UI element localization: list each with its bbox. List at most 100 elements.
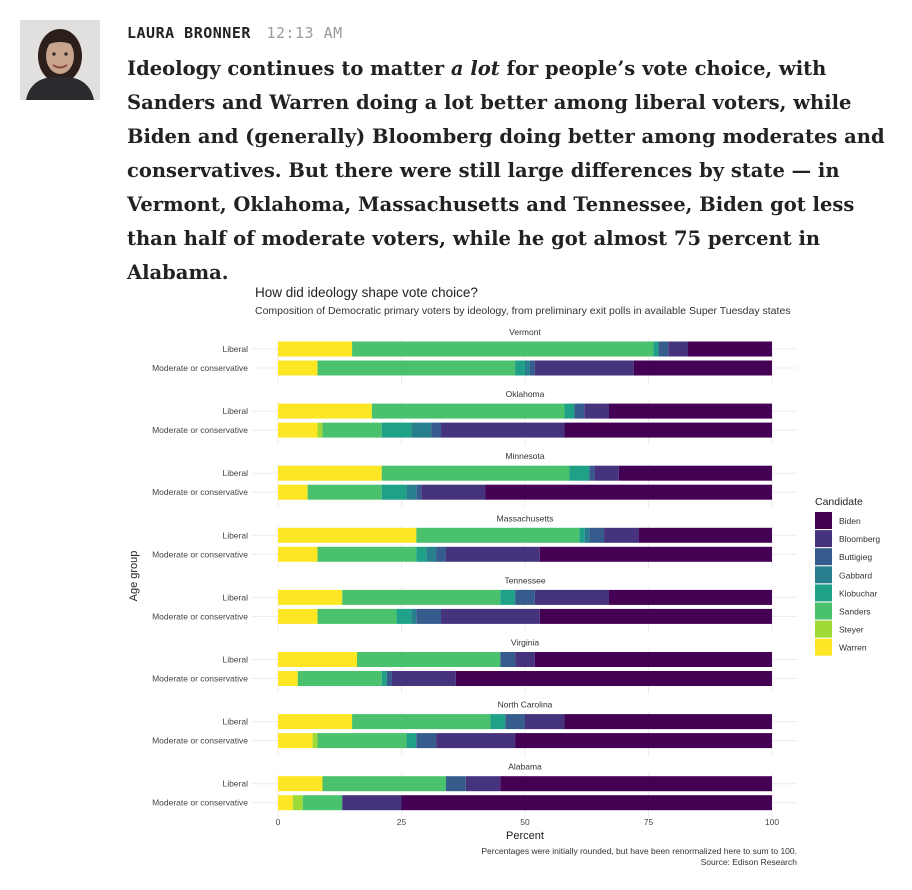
bar-virginia-moderate-buttigieg bbox=[386, 671, 392, 686]
bar-tennessee-moderate-warren bbox=[278, 608, 318, 624]
row-label: Liberal bbox=[222, 655, 248, 665]
post-text-end: for people’s vote choice, with Sanders a… bbox=[127, 57, 885, 284]
bar-oklahoma-moderate-klobuchar bbox=[381, 422, 412, 438]
legend-swatch-klobuchar bbox=[815, 584, 832, 602]
legend-title: Candidate bbox=[815, 496, 863, 508]
row-label: Liberal bbox=[222, 406, 248, 416]
bar-massachusetts-liberal-klobuchar bbox=[579, 527, 585, 543]
bar-north-carolina-liberal-klobuchar bbox=[490, 714, 506, 730]
bar-vermont-moderate-bloomberg bbox=[534, 360, 634, 376]
legend-label-warren: Warren bbox=[839, 643, 867, 653]
legend-swatch-buttigieg bbox=[815, 548, 832, 566]
bar-oklahoma-moderate-biden bbox=[564, 422, 772, 438]
row-label: Liberal bbox=[222, 779, 248, 789]
row-label: Moderate or conservative bbox=[152, 611, 248, 621]
legend-swatch-gabbard bbox=[815, 566, 832, 584]
bar-oklahoma-moderate-warren bbox=[278, 422, 318, 438]
bar-massachusetts-moderate-klobuchar bbox=[416, 546, 427, 562]
panel-title-north-carolina: North Carolina bbox=[498, 700, 553, 710]
bar-minnesota-liberal-buttigieg bbox=[589, 465, 595, 481]
x-tick-label: 25 bbox=[397, 817, 407, 827]
bar-virginia-liberal-biden bbox=[534, 652, 772, 667]
post-text-start: Ideology continues to matter bbox=[127, 57, 451, 80]
bar-tennessee-liberal-biden bbox=[608, 589, 772, 605]
y-axis-label: Age group bbox=[128, 551, 140, 602]
bar-alabama-moderate-biden bbox=[401, 795, 772, 811]
legend-label-bloomberg: Bloomberg bbox=[839, 534, 880, 544]
bar-oklahoma-liberal-buttigieg bbox=[574, 403, 585, 419]
legend-label-klobuchar: Klobuchar bbox=[839, 588, 877, 598]
bar-oklahoma-moderate-steyer bbox=[317, 422, 323, 438]
row-label: Moderate or conservative bbox=[152, 487, 248, 497]
legend-swatch-sanders bbox=[815, 602, 832, 620]
x-tick-label: 100 bbox=[765, 817, 779, 827]
bar-tennessee-liberal-warren bbox=[278, 589, 343, 605]
legend-label-steyer: Steyer bbox=[839, 625, 864, 635]
bar-oklahoma-liberal-biden bbox=[608, 403, 772, 419]
bar-vermont-moderate-gabbard bbox=[525, 360, 530, 376]
bar-virginia-liberal-warren bbox=[278, 652, 358, 667]
bar-oklahoma-moderate-bloomberg bbox=[441, 422, 565, 438]
bar-massachusetts-moderate-warren bbox=[278, 546, 318, 562]
row-label: Moderate or conservative bbox=[152, 736, 248, 746]
bar-vermont-liberal-buttigieg bbox=[658, 341, 669, 357]
bar-minnesota-moderate-warren bbox=[278, 484, 308, 500]
bar-minnesota-liberal-sanders bbox=[381, 465, 570, 481]
bar-tennessee-liberal-buttigieg bbox=[515, 589, 535, 605]
bar-alabama-moderate-bloomberg bbox=[342, 795, 402, 811]
bar-virginia-moderate-warren bbox=[278, 671, 298, 686]
bar-minnesota-liberal-biden bbox=[618, 465, 772, 481]
bar-tennessee-moderate-buttigieg bbox=[416, 608, 442, 624]
chart-subtitle: Composition of Democratic primary voters… bbox=[255, 305, 791, 317]
author-name[interactable]: LAURA BRONNER bbox=[127, 24, 251, 42]
x-tick-label: 0 bbox=[276, 817, 281, 827]
bar-minnesota-moderate-buttigieg bbox=[416, 484, 422, 500]
bar-vermont-moderate-sanders bbox=[317, 360, 516, 376]
row-label: Moderate or conservative bbox=[152, 674, 248, 684]
chart-source: Source: Edison Research bbox=[701, 857, 798, 867]
post-body: Ideology continues to matter a lot for p… bbox=[127, 52, 902, 290]
bar-alabama-moderate-steyer bbox=[292, 795, 303, 811]
panel-title-minnesota: Minnesota bbox=[505, 451, 544, 461]
bar-tennessee-liberal-sanders bbox=[342, 589, 501, 605]
bar-massachusetts-liberal-sanders bbox=[416, 527, 580, 543]
bar-vermont-liberal-warren bbox=[278, 341, 353, 357]
bar-massachusetts-liberal-warren bbox=[278, 527, 417, 543]
post-text-emphasis: a lot bbox=[450, 57, 500, 80]
bar-north-carolina-liberal-buttigieg bbox=[505, 714, 525, 730]
legend-label-buttigieg: Buttigieg bbox=[839, 552, 872, 562]
bar-vermont-moderate-warren bbox=[278, 360, 318, 376]
bar-massachusetts-moderate-biden bbox=[539, 546, 772, 562]
author-avatar bbox=[20, 20, 100, 100]
bar-minnesota-moderate-klobuchar bbox=[381, 484, 407, 500]
bar-north-carolina-moderate-biden bbox=[515, 733, 772, 749]
bar-north-carolina-liberal-bloomberg bbox=[525, 714, 565, 730]
bar-virginia-moderate-bloomberg bbox=[391, 671, 456, 686]
row-label: Liberal bbox=[222, 592, 248, 602]
panel-title-oklahoma: Oklahoma bbox=[506, 389, 545, 399]
bar-massachusetts-moderate-buttigieg bbox=[436, 546, 446, 562]
bar-minnesota-liberal-klobuchar bbox=[569, 465, 590, 481]
post-timestamp[interactable]: 12:13 AM bbox=[266, 24, 343, 42]
panel-title-vermont: Vermont bbox=[509, 327, 541, 337]
bar-minnesota-moderate-biden bbox=[485, 484, 772, 500]
row-label: Moderate or conservative bbox=[152, 425, 248, 435]
bar-oklahoma-moderate-sanders bbox=[322, 422, 382, 438]
bar-oklahoma-liberal-bloomberg bbox=[584, 403, 609, 419]
bar-alabama-moderate-warren bbox=[278, 795, 293, 811]
bar-tennessee-moderate-sanders bbox=[317, 608, 397, 624]
row-label: Liberal bbox=[222, 468, 248, 478]
row-label: Moderate or conservative bbox=[152, 798, 248, 808]
bar-massachusetts-moderate-sanders bbox=[317, 546, 417, 562]
avatar-portrait bbox=[20, 20, 100, 100]
x-axis-label: Percent bbox=[506, 830, 544, 842]
bar-alabama-liberal-biden bbox=[500, 776, 772, 792]
bar-vermont-liberal-biden bbox=[688, 341, 772, 357]
bar-vermont-moderate-buttigieg bbox=[529, 360, 535, 376]
legend-swatch-steyer bbox=[815, 620, 832, 638]
panel-title-alabama: Alabama bbox=[508, 762, 542, 772]
chart-footnote: Percentages were initially rounded, but … bbox=[481, 846, 797, 856]
bar-oklahoma-moderate-gabbard bbox=[411, 422, 432, 438]
bar-massachusetts-liberal-bloomberg bbox=[604, 527, 639, 543]
post-byline: LAURA BRONNER 12:13 AM bbox=[127, 24, 343, 42]
